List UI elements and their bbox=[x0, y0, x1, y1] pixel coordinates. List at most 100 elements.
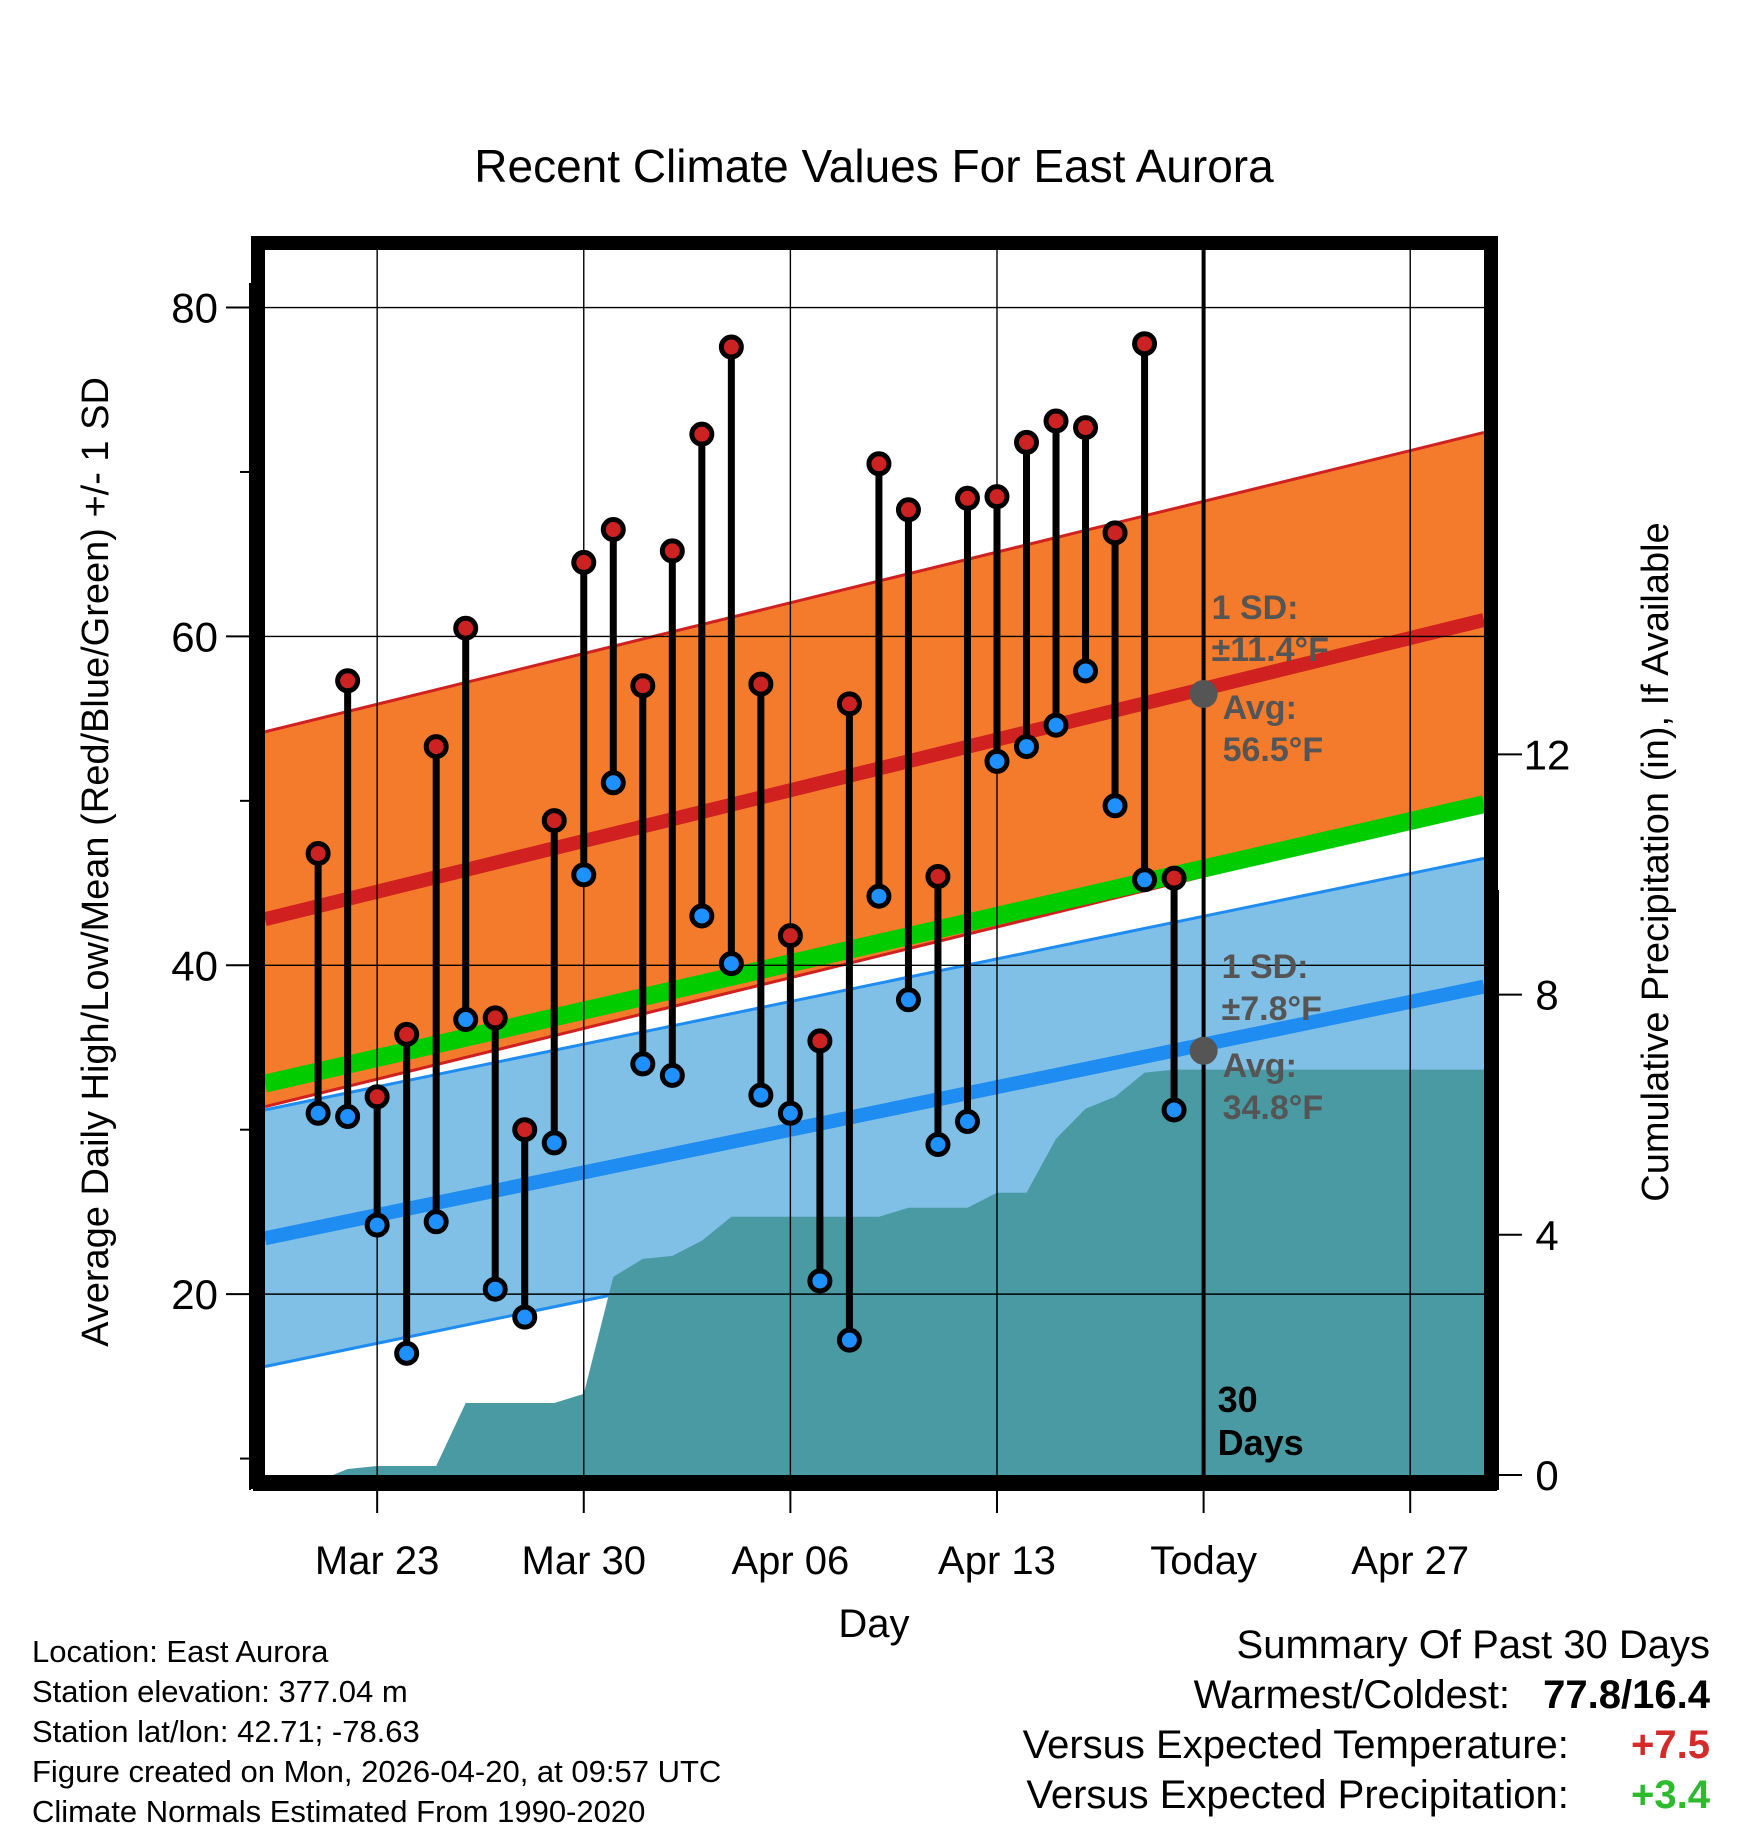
low-point bbox=[1014, 734, 1040, 760]
high-point bbox=[925, 863, 951, 889]
low-point bbox=[1043, 712, 1069, 738]
low-point bbox=[600, 770, 626, 796]
low-point bbox=[305, 1100, 331, 1126]
low-point bbox=[571, 862, 597, 888]
low-avg-value: 34.8°F bbox=[1223, 1089, 1324, 1127]
precip-value: +3.4 bbox=[1631, 1773, 1710, 1817]
high-point bbox=[1132, 331, 1158, 357]
y2-axis-label: Cumulative Precipitation (in), If Availa… bbox=[1635, 522, 1677, 1201]
low-sd-band-upper-edge bbox=[265, 856, 1484, 1112]
high-point bbox=[984, 484, 1010, 510]
chart-title: Recent Climate Values For East Aurora bbox=[474, 140, 1274, 192]
high-point bbox=[895, 497, 921, 523]
info-created: Figure created on Mon, 2026-04-20, at 09… bbox=[32, 1754, 722, 1789]
high-point bbox=[1161, 865, 1187, 891]
summary-title: Summary Of Past 30 Days bbox=[1236, 1623, 1710, 1667]
high-point bbox=[1014, 429, 1040, 455]
high-point bbox=[630, 673, 656, 699]
high-point bbox=[335, 668, 361, 694]
low-point bbox=[807, 1268, 833, 1294]
low-point bbox=[659, 1062, 685, 1088]
high-avg-marker bbox=[1189, 679, 1218, 708]
high-sd-label: 1 SD: bbox=[1212, 589, 1299, 627]
x-tick-label: Apr 13 bbox=[938, 1539, 1056, 1583]
y2-tick-label: 12 bbox=[1524, 731, 1571, 778]
high-point bbox=[541, 808, 567, 834]
y-tick-label: 60 bbox=[171, 613, 218, 660]
y2-tick-label: 8 bbox=[1535, 972, 1558, 1019]
high-sd-value: ±11.4°F bbox=[1212, 631, 1329, 669]
x-tick-label: Apr 27 bbox=[1351, 1539, 1469, 1583]
low-point bbox=[777, 1100, 803, 1126]
high-point bbox=[600, 517, 626, 543]
summary-panel: Summary Of Past 30 Days Warmest/Coldest:… bbox=[1023, 1620, 1710, 1820]
info-elevation: Station elevation: 377.04 m bbox=[32, 1674, 408, 1709]
high-point bbox=[571, 549, 597, 575]
plot-frame bbox=[251, 236, 1498, 1489]
warm-cold-label: Warmest/Coldest: bbox=[1193, 1673, 1511, 1717]
x-tick-label: Mar 30 bbox=[522, 1539, 647, 1583]
info-latlon: Station lat/lon: 42.71; -78.63 bbox=[32, 1714, 420, 1749]
summary-warm-cold: Warmest/Coldest: 77.8/16.4 bbox=[1023, 1670, 1710, 1720]
high-point bbox=[718, 334, 744, 360]
high-point bbox=[866, 451, 892, 477]
low-point bbox=[895, 987, 921, 1013]
high-point bbox=[1043, 408, 1069, 434]
summary-precip: Versus Expected Precipitation: +3.4 bbox=[1023, 1770, 1710, 1820]
low-point bbox=[836, 1327, 862, 1353]
high-point bbox=[954, 485, 980, 511]
x-tick-label: Apr 06 bbox=[731, 1539, 849, 1583]
y-tick-label: 80 bbox=[171, 285, 218, 332]
high-point bbox=[512, 1117, 538, 1143]
low-point bbox=[748, 1082, 774, 1108]
low-point bbox=[394, 1340, 420, 1366]
low-point bbox=[718, 951, 744, 977]
high-point bbox=[453, 615, 479, 641]
x-tick-label: Mar 23 bbox=[315, 1539, 440, 1583]
low-point bbox=[984, 748, 1010, 774]
high-point bbox=[836, 691, 862, 717]
info-location: Location: East Aurora bbox=[32, 1634, 329, 1669]
summary-temp: Versus Expected Temperature: +7.5 bbox=[1023, 1720, 1710, 1770]
low-point bbox=[541, 1130, 567, 1156]
low-point bbox=[512, 1304, 538, 1330]
low-avg-label: Avg: bbox=[1223, 1047, 1297, 1085]
low-point bbox=[954, 1108, 980, 1134]
low-point bbox=[1161, 1097, 1187, 1123]
high-point bbox=[807, 1028, 833, 1054]
low-point bbox=[630, 1051, 656, 1077]
low-sd-label: 1 SD: bbox=[1222, 948, 1309, 986]
low-point bbox=[423, 1209, 449, 1235]
high-point bbox=[423, 734, 449, 760]
low-sd-value: ±7.8°F bbox=[1222, 990, 1322, 1028]
low-point bbox=[866, 883, 892, 909]
high-avg-value: 56.5°F bbox=[1223, 731, 1324, 769]
x-tick-label: Today bbox=[1150, 1539, 1257, 1583]
warm-cold-value: 77.8/16.4 bbox=[1543, 1673, 1710, 1717]
temp-value: +7.5 bbox=[1631, 1723, 1710, 1767]
precip-label: Versus Expected Precipitation: bbox=[1026, 1773, 1569, 1817]
low-point bbox=[1102, 793, 1128, 819]
high-point bbox=[748, 671, 774, 697]
low-avg-line bbox=[265, 979, 1484, 1246]
y-axis-label: Average Daily High/Low/Mean (Red/Blue/Gr… bbox=[75, 377, 117, 1347]
high-point bbox=[482, 1005, 508, 1031]
days-unit-label: Days bbox=[1218, 1422, 1304, 1463]
low-point bbox=[925, 1131, 951, 1157]
high-point bbox=[777, 923, 803, 949]
y-tick-label: 40 bbox=[171, 942, 218, 989]
y2-tick-label: 4 bbox=[1535, 1212, 1558, 1259]
low-point bbox=[1073, 658, 1099, 684]
temp-label: Versus Expected Temperature: bbox=[1022, 1723, 1569, 1767]
low-avg-marker bbox=[1189, 1036, 1218, 1065]
high-point bbox=[659, 538, 685, 564]
info-normals: Climate Normals Estimated From 1990-2020 bbox=[32, 1794, 646, 1829]
high-point bbox=[394, 1021, 420, 1047]
y2-tick-label: 0 bbox=[1535, 1452, 1558, 1499]
low-point bbox=[453, 1007, 479, 1033]
mean-line bbox=[265, 795, 1484, 1093]
low-point bbox=[364, 1212, 390, 1238]
low-point bbox=[482, 1276, 508, 1302]
high-avg-label: Avg: bbox=[1223, 689, 1297, 727]
